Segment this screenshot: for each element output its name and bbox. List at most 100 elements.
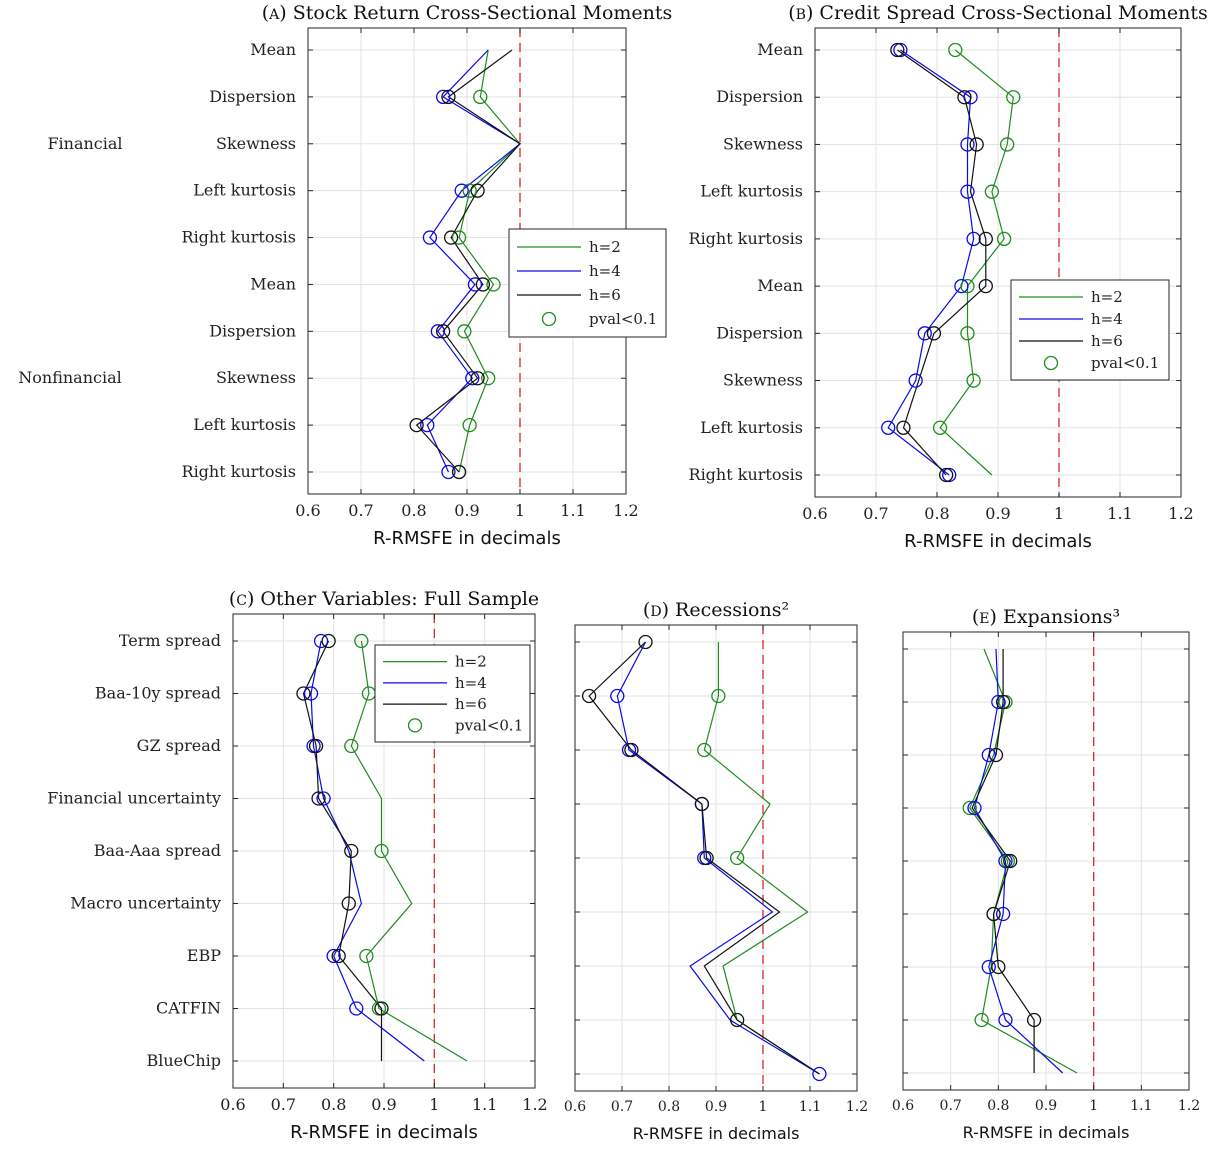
legend-swatch-pval <box>407 718 423 733</box>
pval-marker-h-2 <box>966 373 981 388</box>
pval-marker-h-6 <box>978 278 993 294</box>
x-tick-label: 0.8 <box>401 501 426 520</box>
pval-marker-h-4 <box>610 688 625 704</box>
category-label-dispersion: Dispersion <box>209 321 296 340</box>
group-label-nonfinancial: Nonfinancial <box>18 368 122 387</box>
category-label-left-kurtosis: Left kurtosis <box>193 181 296 200</box>
category-label-left-kurtosis: Left kurtosis <box>700 182 803 201</box>
series-line-h-6 <box>971 649 1035 1073</box>
x-tick-label: 0.8 <box>987 1098 1009 1114</box>
series-line-h-6 <box>415 49 521 473</box>
pval-marker-h-2 <box>374 843 389 859</box>
legend-label-pval: pval<0.1 <box>1091 354 1159 372</box>
pval-marker-h-2 <box>948 42 963 58</box>
pval-marker-h-4 <box>908 373 923 388</box>
x-axis-label: R-RMSFE in decimals <box>904 531 1092 552</box>
series-line-h-4 <box>310 640 425 1062</box>
pval-marker-h-6 <box>1003 853 1018 869</box>
pval-marker-h-2 <box>960 278 975 294</box>
series-line-h-4 <box>426 49 522 473</box>
pval-marker-h-2 <box>457 324 472 339</box>
pval-marker-h-4 <box>430 324 446 339</box>
pval-marker-h-4 <box>313 633 329 649</box>
pval-marker-h-2 <box>462 183 477 198</box>
pval-marker-h-6 <box>311 791 326 806</box>
category-label-skewness: Skewness <box>216 134 296 153</box>
series-line-h-2 <box>703 642 820 1075</box>
x-tick-label: 0.9 <box>1035 1098 1057 1114</box>
category-label-right-kurtosis: Right kurtosis <box>689 465 803 484</box>
pval-marker-h-6 <box>441 89 456 105</box>
legend: h=2 h=4 h=6 pval<0.1 <box>1010 279 1170 381</box>
category-label-skewness: Skewness <box>723 371 803 390</box>
pval-marker-h-6 <box>581 688 597 704</box>
legend-label-h-2: h=2 <box>589 238 621 256</box>
panel-e: 0.6 0.7 0.8 0.9 1 1.1 1.2 (E) Expansions³ R-RMSF… <box>892 606 1200 1142</box>
pval-marker-h-4 <box>326 948 341 964</box>
series-line-h-2 <box>969 648 1078 1074</box>
x-tick-label: 0.8 <box>321 1095 346 1114</box>
category-label-skewness: Skewness <box>216 368 296 387</box>
pval-marker-h-2 <box>996 231 1012 247</box>
x-tick-label: 1.1 <box>472 1095 497 1114</box>
pval-marker-h-6 <box>699 850 714 866</box>
pval-marker-h-6 <box>988 747 1004 763</box>
pval-marker-h-4 <box>981 747 996 763</box>
pval-marker-h-4 <box>981 959 996 975</box>
x-tick-label: 0.6 <box>564 1099 586 1115</box>
pval-marker-h-2 <box>711 688 726 704</box>
pval-marker-h-6 <box>694 796 710 812</box>
pval-marker-h-2 <box>344 738 359 754</box>
series-line-h-4 <box>973 648 1064 1074</box>
series-line-h-4 <box>616 641 820 1075</box>
x-tick-label: 0.6 <box>802 504 827 523</box>
legend-swatch-pval <box>1043 355 1059 371</box>
category-label-mean: Mean <box>757 40 803 59</box>
pval-marker-h-6 <box>991 959 1006 975</box>
panel-title: (D) Recessions² <box>643 599 789 621</box>
category-label-dispersion: Dispersion <box>209 87 296 106</box>
pval-marker-h-2 <box>481 371 496 386</box>
legend-label-h-6: h=6 <box>455 695 487 713</box>
pval-marker-h-6 <box>978 231 993 247</box>
pval-marker-h-6 <box>638 634 653 650</box>
category-label-bluechip: BlueChip <box>146 1051 221 1070</box>
x-tick-label: 0.7 <box>611 1099 633 1115</box>
category-label-mean: Mean <box>250 40 296 59</box>
pval-marker-h-6 <box>475 277 491 292</box>
pval-marker-h-6 <box>331 948 346 964</box>
x-tick-label: 1.1 <box>1130 1098 1152 1114</box>
pval-marker-h-4 <box>881 420 896 435</box>
pval-marker-h-4 <box>316 791 331 806</box>
pval-marker-h-4 <box>963 90 978 105</box>
x-tick-label: 0.6 <box>220 1095 245 1114</box>
panel-d: 0.6 0.7 0.8 0.9 1 1.1 1.2 (D) Recessions² R-RMSF… <box>564 599 868 1143</box>
pval-marker-h-4 <box>420 417 435 433</box>
pval-marker-h-4 <box>954 278 969 294</box>
pval-marker-h-4 <box>917 326 932 341</box>
pval-marker-h-6 <box>296 686 311 701</box>
x-axis-label: R-RMSFE in decimals <box>963 1123 1130 1142</box>
category-label-macro-uncertainty: Macro uncertainty <box>70 894 221 913</box>
pval-marker-h-6 <box>374 1001 389 1016</box>
category-label-baa-10y-spread: Baa-10y spread <box>95 684 221 703</box>
x-tick-label: 1.1 <box>799 1099 821 1115</box>
pval-marker-h-6 <box>344 843 359 859</box>
pval-marker-h-6 <box>624 742 639 758</box>
category-label-left-kurtosis: Left kurtosis <box>700 418 803 437</box>
pval-marker-h-6 <box>896 420 911 435</box>
panel-b: 0.6 0.7 0.8 0.9 1 1.1 1.2 Mean Dispersion Skewnes… <box>689 2 1208 552</box>
category-label-baa-aaa-spread: Baa-Aaa spread <box>94 841 221 860</box>
pval-marker-h-4 <box>960 137 975 152</box>
x-tick-label: 1.2 <box>846 1099 868 1115</box>
legend-label-h-6: h=6 <box>1091 332 1123 350</box>
category-label-skewness: Skewness <box>723 134 803 153</box>
x-tick-label: 0.7 <box>863 504 888 523</box>
pval-marker-h-6 <box>939 467 954 483</box>
category-label-dispersion: Dispersion <box>716 87 803 106</box>
panel-title: (C) Other Variables: Full Sample <box>229 588 539 610</box>
x-tick-label: 1.1 <box>1107 504 1132 523</box>
legend-label-h-4: h=4 <box>589 262 621 280</box>
pval-marker-h-4 <box>942 467 957 483</box>
pval-marker-h-6 <box>1026 1012 1042 1028</box>
